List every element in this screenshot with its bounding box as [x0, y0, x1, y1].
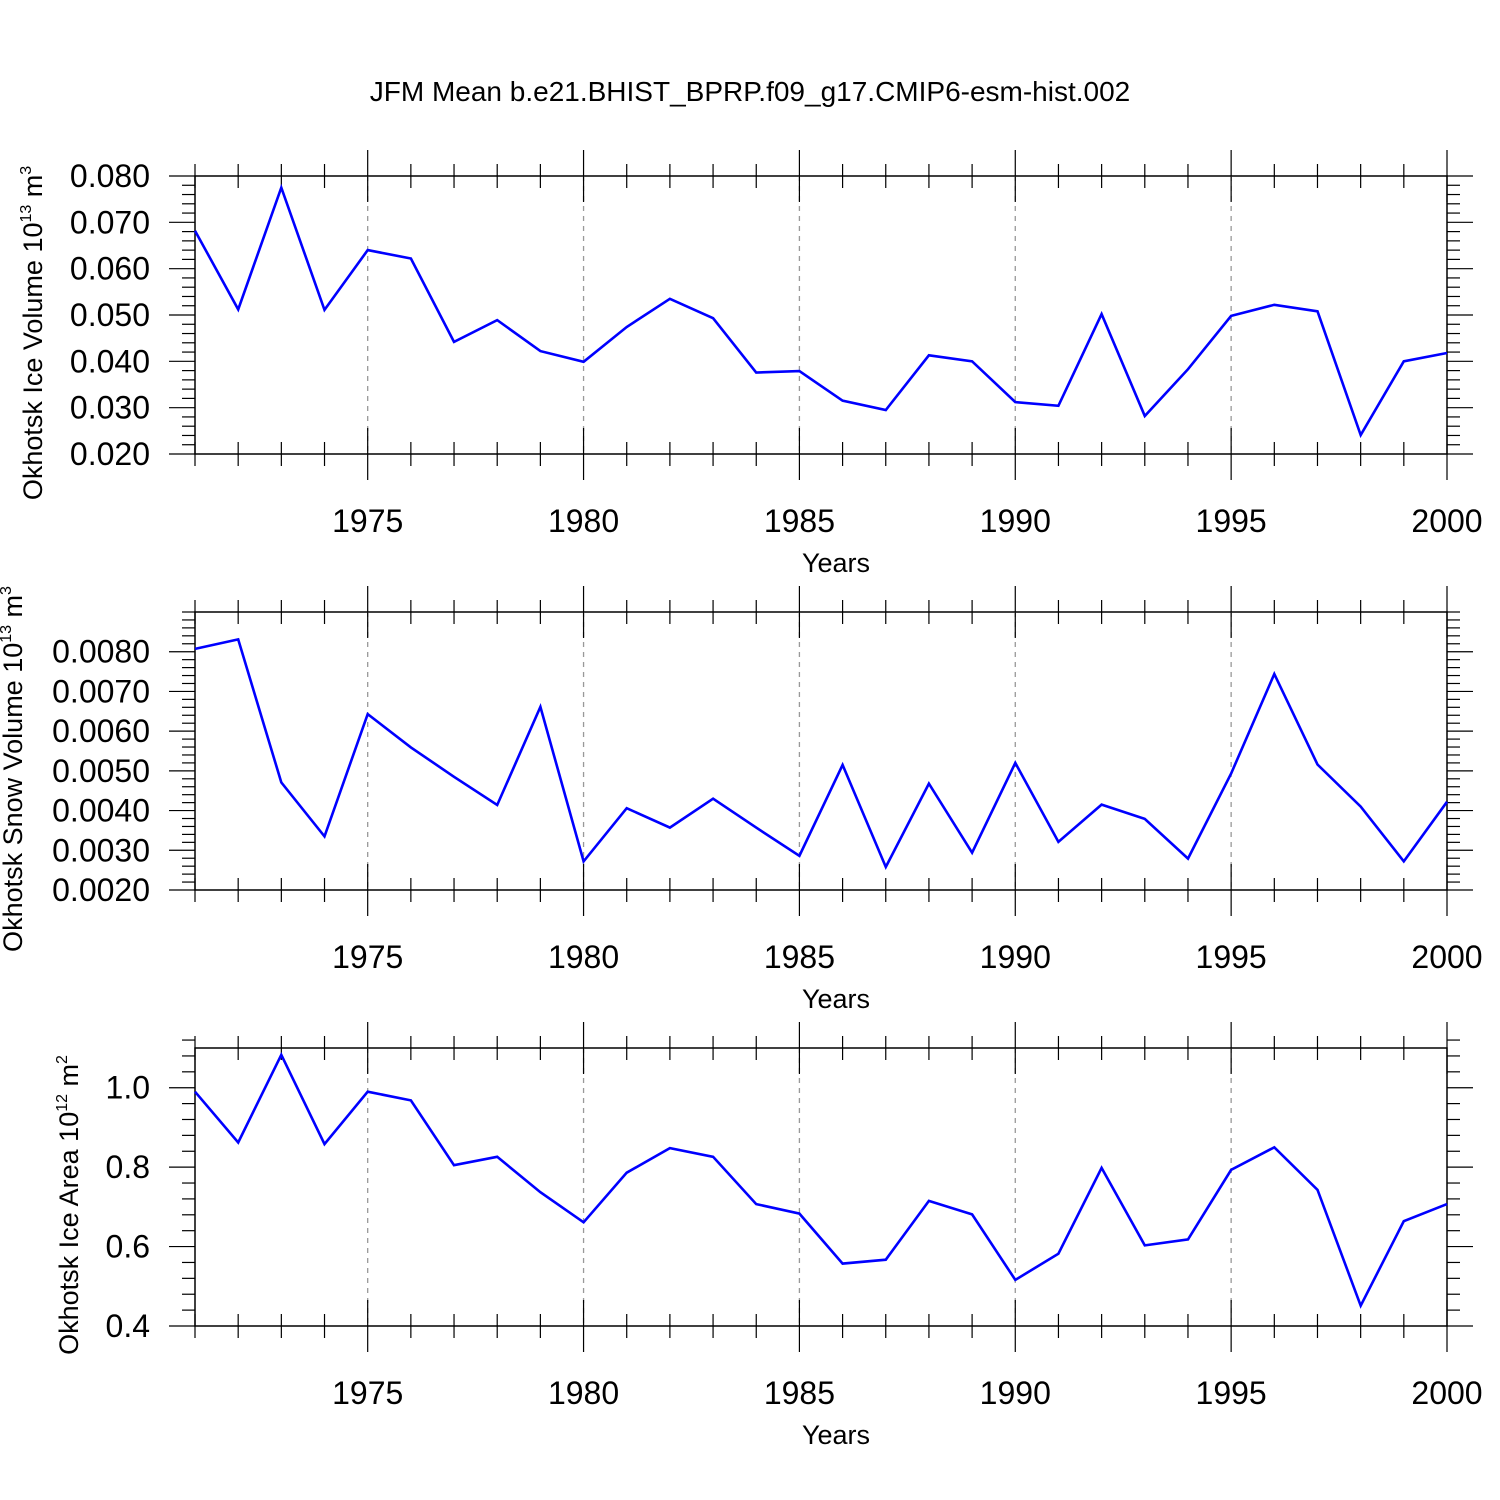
x-tick-label: 1975: [332, 939, 403, 975]
y-tick-label: 0.6: [106, 1229, 150, 1265]
x-tick-label: 1995: [1196, 503, 1267, 539]
x-tick-label: 1975: [332, 503, 403, 539]
x-tick-label: 1980: [548, 1375, 619, 1411]
y-tick-label: 0.040: [70, 343, 150, 379]
x-tick-label: 2000: [1411, 503, 1482, 539]
y-tick-label: 0.0030: [52, 832, 150, 868]
x-axis-label: Years: [802, 548, 870, 578]
panel-ice_volume: 1975 1980 1985 1990 1995 2000 Years 0.020 0.030 0…: [18, 150, 1483, 578]
x-tick-label: 1980: [548, 939, 619, 975]
x-tick-label: 1985: [764, 939, 835, 975]
series-line: [193, 183, 1448, 439]
y-tick-label: 0.0060: [52, 713, 150, 749]
y-axis-label: Okhotsk Ice Area 1012 m2: [54, 1055, 84, 1355]
y-axis-label: Okhotsk Snow Volume 1013 m3: [0, 586, 28, 952]
y-tick-label: 0.070: [70, 204, 150, 240]
x-tick-label: 1975: [332, 1375, 403, 1411]
x-tick-label: 1990: [980, 1375, 1051, 1411]
y-axis-label: Okhotsk Ice Volume 1013 m3: [18, 166, 48, 500]
x-axis-label: Years: [802, 984, 870, 1014]
y-tick-label: 0.0080: [52, 634, 150, 670]
x-tick-label: 2000: [1411, 939, 1482, 975]
panel-ice_area: 1975 1980 1985 1990 1995 2000 Years 0.4 0.6 0.8 1.…: [54, 1022, 1483, 1450]
y-tick-label: 0.030: [70, 390, 150, 426]
y-tick-label: 0.020: [70, 436, 150, 472]
x-axis-label: Years: [802, 1420, 870, 1450]
y-tick-label: 0.060: [70, 251, 150, 287]
y-tick-label: 0.050: [70, 297, 150, 333]
x-tick-label: 2000: [1411, 1375, 1482, 1411]
y-tick-label: 0.0070: [52, 673, 150, 709]
y-tick-label: 0.8: [106, 1149, 150, 1185]
plot-frame: [194, 611, 1448, 891]
series-line: [194, 637, 1449, 871]
y-tick-label: 0.0020: [52, 872, 150, 908]
x-tick-label: 1985: [764, 503, 835, 539]
panel-snow_volume: 1975 1980 1985 1990 1995 2000 Years 0.0020 0.003…: [0, 586, 1483, 1014]
x-tick-label: 1995: [1196, 1375, 1267, 1411]
y-tick-label: 0.0040: [52, 793, 150, 829]
x-tick-label: 1990: [980, 503, 1051, 539]
x-tick-label: 1980: [548, 503, 619, 539]
y-tick-label: 1.0: [106, 1070, 150, 1106]
y-tick-label: 0.0050: [52, 753, 150, 789]
chart-title: JFM Mean b.e21.BHIST_BPRP.f09_g17.CMIP6-…: [370, 76, 1131, 107]
plot-frame: [194, 175, 1448, 455]
series-line: [194, 1051, 1448, 1309]
y-tick-label: 0.080: [70, 158, 150, 194]
y-tick-label: 0.4: [106, 1308, 150, 1344]
x-tick-label: 1985: [764, 1375, 835, 1411]
panels: 1975 1980 1985 1990 1995 2000 Years 0.020 0.030 0…: [0, 150, 1483, 1450]
plot-frame: [194, 1047, 1448, 1327]
x-tick-label: 1990: [980, 939, 1051, 975]
x-tick-label: 1995: [1196, 939, 1267, 975]
